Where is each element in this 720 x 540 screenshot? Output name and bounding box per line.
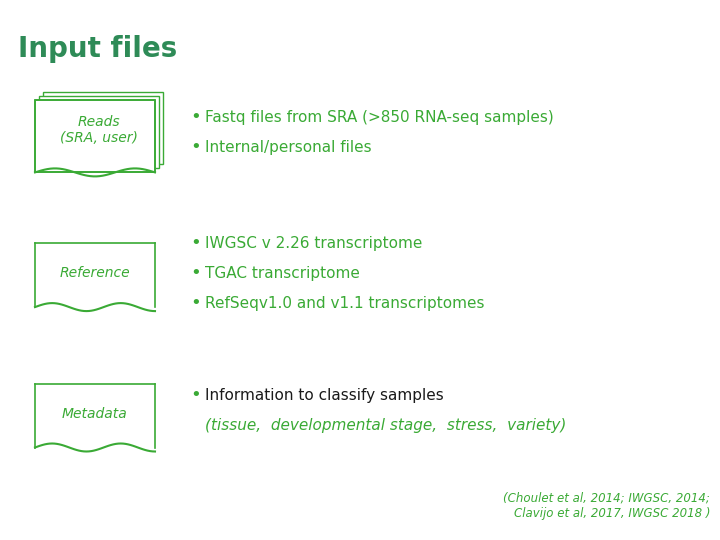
Text: Information to classify samples: Information to classify samples <box>205 388 444 403</box>
Text: (tissue,  developmental stage,  stress,  variety): (tissue, developmental stage, stress, va… <box>205 418 567 433</box>
Bar <box>43 92 163 164</box>
Text: •: • <box>190 234 201 252</box>
Text: Input files: Input files <box>18 35 177 63</box>
Text: •: • <box>190 294 201 312</box>
Text: Metadata: Metadata <box>62 407 128 421</box>
Text: IWGSC v 2.26 transcriptome: IWGSC v 2.26 transcriptome <box>205 235 423 251</box>
Text: RefSeqv1.0 and v1.1 transcriptomes: RefSeqv1.0 and v1.1 transcriptomes <box>205 295 485 310</box>
Text: •: • <box>190 138 201 157</box>
Text: (Choulet et al, 2014; IWGSC, 2014;
Clavijo et al, 2017, IWGSC 2018 ): (Choulet et al, 2014; IWGSC, 2014; Clavi… <box>503 492 710 520</box>
Text: Reads
(SRA, user): Reads (SRA, user) <box>60 116 138 145</box>
Text: Fastq files from SRA (>850 RNA-seq samples): Fastq files from SRA (>850 RNA-seq sampl… <box>205 110 554 125</box>
Polygon shape <box>35 100 155 172</box>
Text: •: • <box>190 387 201 404</box>
Polygon shape <box>35 383 155 451</box>
Text: •: • <box>190 264 201 282</box>
Text: Internal/personal files: Internal/personal files <box>205 140 372 155</box>
Text: Reference: Reference <box>60 266 130 280</box>
Text: •: • <box>190 109 201 126</box>
Text: TGAC transcriptome: TGAC transcriptome <box>205 266 360 281</box>
Polygon shape <box>35 243 155 311</box>
Bar <box>39 97 159 168</box>
